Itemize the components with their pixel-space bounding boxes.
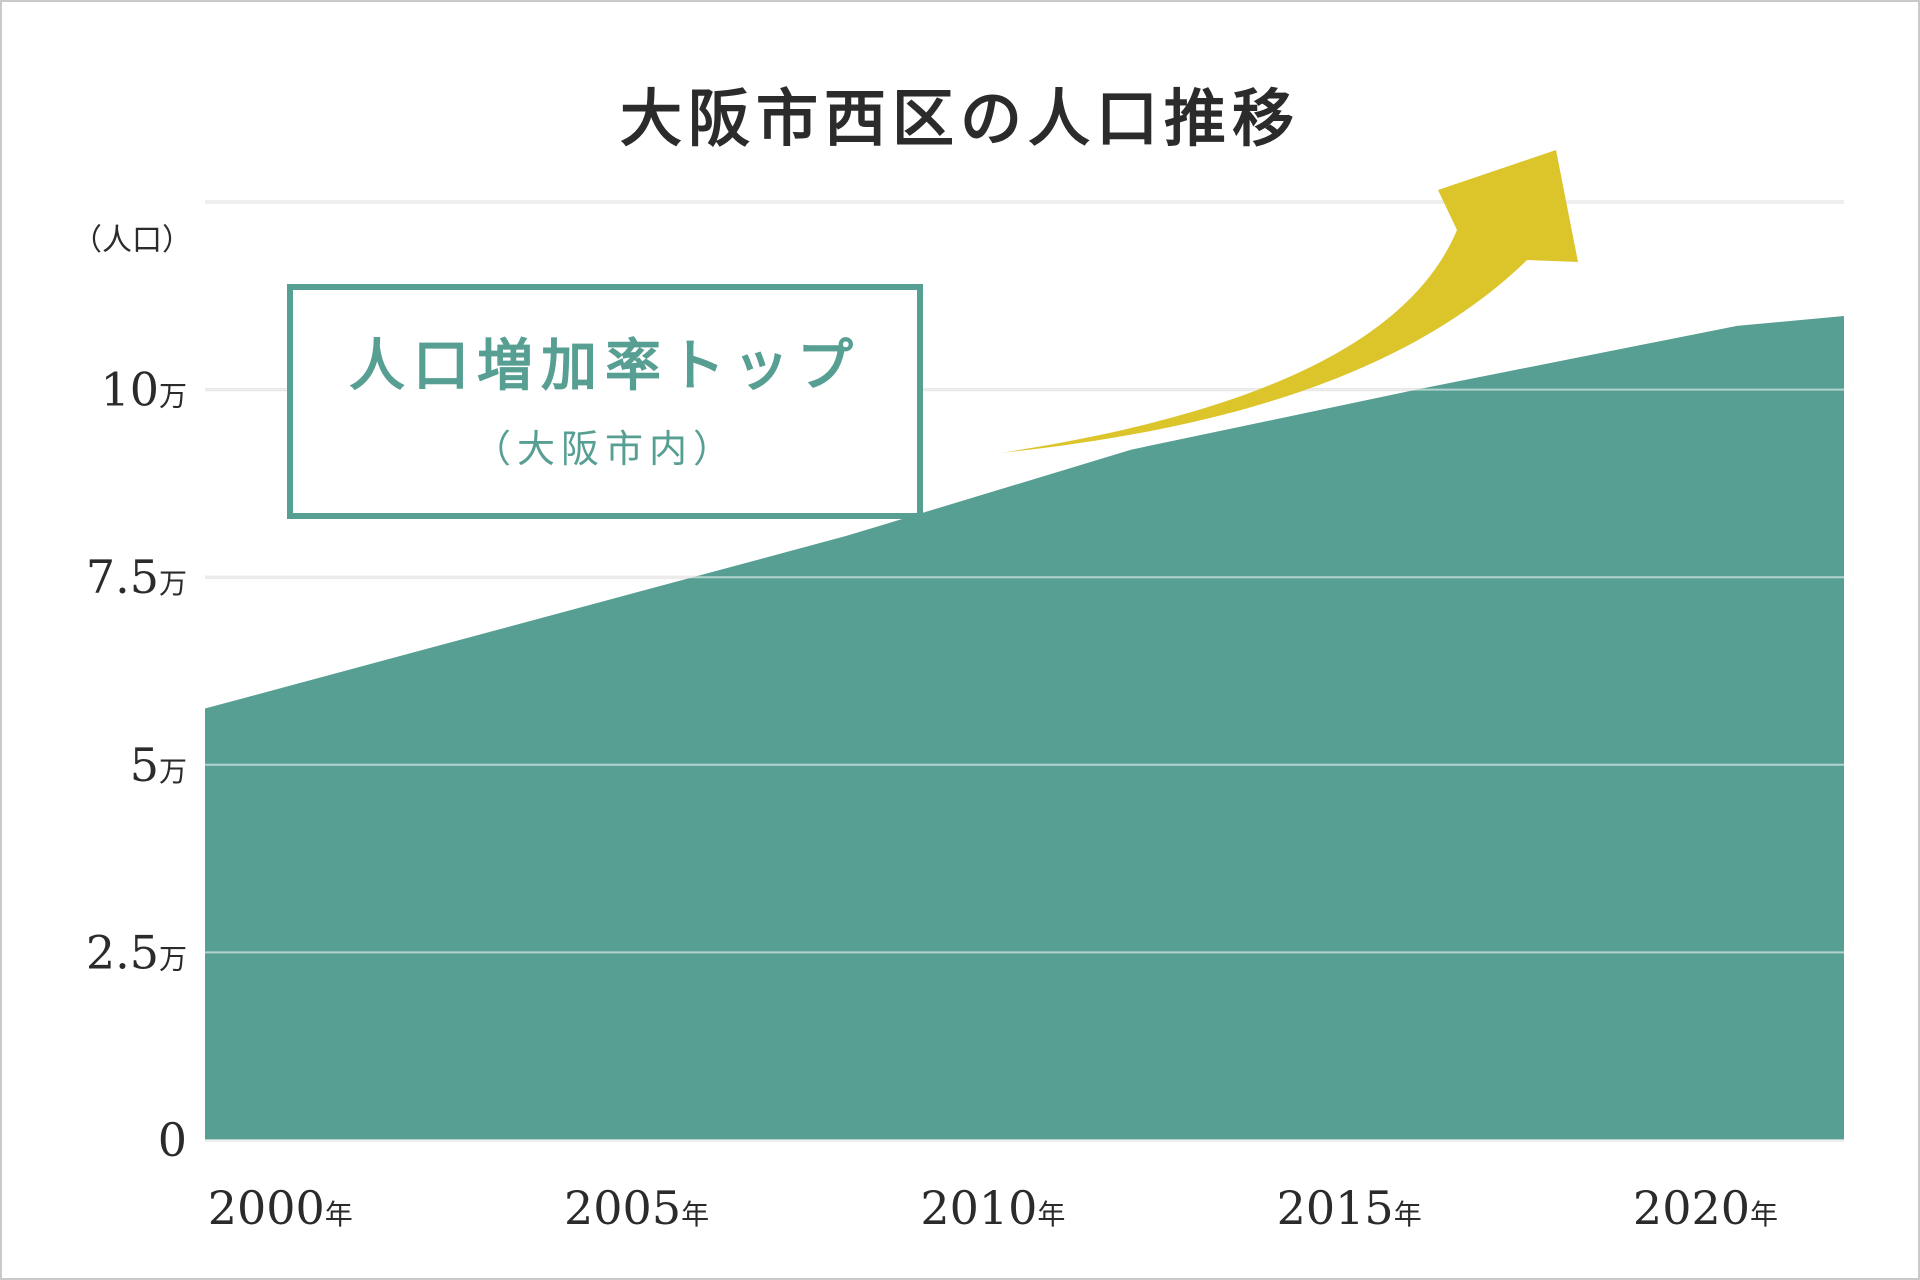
y-tick-label: 7.5万 xyxy=(86,550,187,604)
x-tick-label: 2015年 xyxy=(1277,1181,1422,1235)
x-axis-ticks: 2000年 2005年 2010年 2015年 2020年 xyxy=(208,1181,1778,1235)
chart-title: 大阪市西区の人口推移 xyxy=(620,82,1300,155)
callout-border xyxy=(287,284,923,519)
x-tick-label: 2005年 xyxy=(564,1181,709,1235)
x-tick-label: 2010年 xyxy=(920,1181,1065,1235)
x-tick-label: 2000年 xyxy=(208,1181,353,1235)
grid-lines-overlay xyxy=(205,201,1844,1141)
x-tick-label: 2020年 xyxy=(1633,1181,1778,1235)
callout-sub-text: （大阪市内） xyxy=(473,427,737,471)
y-tick-label: 10万 xyxy=(100,363,187,417)
y-axis-unit-label: （人口） xyxy=(72,223,192,258)
y-tick-label: 0 xyxy=(158,1113,187,1167)
y-axis-ticks: 0 2.5万 5万 7.5万 10万 xyxy=(86,363,187,1167)
y-tick-label: 5万 xyxy=(130,738,187,792)
callout-main-text: 人口増加率トップ xyxy=(349,333,861,399)
area-series-fill xyxy=(205,316,1844,1140)
y-tick-label: 2.5万 xyxy=(86,925,187,979)
area-series xyxy=(205,316,1844,1140)
callout-box: 人口増加率トップ （大阪市内） xyxy=(287,284,923,519)
upward-trend-arrow-icon xyxy=(1000,150,1578,453)
